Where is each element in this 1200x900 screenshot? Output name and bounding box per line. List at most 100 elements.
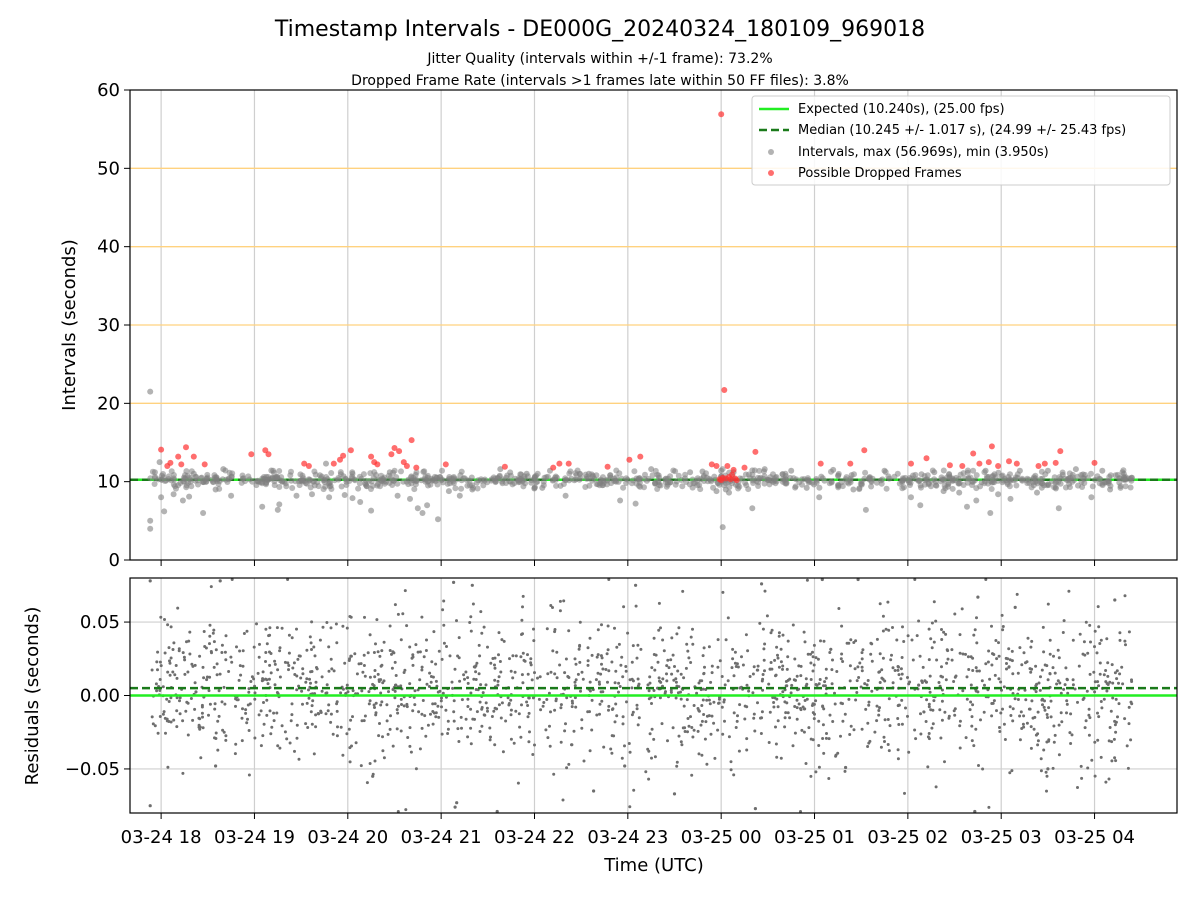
residual-point [1065, 678, 1069, 682]
interval-point [168, 468, 175, 475]
residual-point [414, 643, 418, 647]
residual-point [214, 648, 218, 652]
residual-point [1042, 650, 1046, 654]
interval-point [283, 483, 290, 490]
dropped-frame-point [501, 463, 508, 470]
residual-point [610, 751, 614, 755]
residual-point [1002, 722, 1006, 726]
residual-point [950, 648, 954, 652]
residual-point [686, 649, 690, 653]
residual-point [1081, 652, 1085, 656]
residual-point [167, 646, 171, 650]
residual-point [156, 731, 160, 735]
interval-point [616, 470, 623, 477]
residual-point [774, 742, 778, 746]
residual-point [855, 679, 859, 683]
residual-point [828, 713, 832, 717]
residual-point [317, 712, 321, 716]
residual-point [423, 714, 427, 718]
residual-point [239, 673, 243, 677]
residual-point [920, 681, 924, 684]
residual-point [428, 671, 432, 675]
residual-point [553, 672, 557, 676]
residual-point [666, 658, 670, 662]
residual-point [580, 718, 584, 722]
residual-point [275, 691, 279, 694]
residual-point [900, 672, 904, 676]
residual-point [930, 621, 934, 625]
residual-point [1005, 667, 1008, 671]
residual-point [632, 788, 636, 792]
residual-point [551, 606, 554, 609]
residual-point [1040, 668, 1044, 672]
residual-point [1102, 697, 1106, 701]
residual-point [509, 713, 513, 717]
residual-point [650, 702, 653, 705]
residual-point [716, 728, 720, 732]
residual-point [329, 626, 333, 630]
interval-point [1099, 467, 1106, 474]
dropped-frame-point [721, 387, 728, 393]
residual-point [1118, 631, 1122, 635]
residual-point [377, 678, 381, 682]
residual-point [205, 675, 209, 679]
interval-point [156, 459, 163, 466]
interval-point [941, 482, 948, 489]
residual-point [520, 673, 524, 677]
residual-point [266, 682, 270, 686]
residual-point [1039, 769, 1043, 773]
interval-point [719, 524, 726, 531]
residual-point [733, 650, 737, 654]
residual-point [498, 660, 502, 663]
residual-point [907, 750, 911, 754]
residual-point [481, 691, 485, 695]
residual-point [650, 666, 654, 670]
residual-point [720, 675, 724, 678]
residual-point [278, 646, 282, 650]
residual-point [245, 629, 249, 633]
residual-point [377, 734, 381, 738]
interval-point [655, 479, 662, 486]
interval-point [531, 476, 538, 483]
interval-point [408, 473, 415, 480]
interval-point [747, 475, 753, 482]
residual-point [293, 673, 297, 676]
residual-point [165, 697, 169, 701]
residual-point [240, 716, 244, 720]
residual-point [774, 725, 777, 729]
residual-point [1045, 664, 1049, 668]
residual-point [572, 729, 576, 733]
residual-point [613, 681, 617, 685]
interval-point [170, 491, 177, 498]
residual-point [708, 702, 712, 706]
residual-point [665, 672, 668, 676]
residual-point [375, 618, 379, 622]
residual-point [925, 698, 929, 702]
interval-point [458, 485, 465, 492]
residual-point [1117, 702, 1121, 706]
residual-point [669, 690, 673, 694]
residual-point [400, 703, 403, 706]
residual-point [1047, 738, 1051, 742]
residual-point [964, 652, 967, 656]
residual-point [723, 719, 726, 723]
residual-point [372, 703, 376, 707]
residual-point [762, 658, 766, 662]
residual-point [1130, 678, 1133, 682]
interval-point [682, 471, 689, 478]
residual-point [861, 648, 865, 652]
interval-point [341, 492, 348, 498]
residual-point [938, 708, 942, 712]
residual-point [1106, 661, 1110, 665]
interval-point [356, 480, 363, 487]
dropped-frame-point [330, 460, 337, 467]
residual-point [752, 712, 756, 716]
residual-point [177, 649, 181, 653]
interval-point [288, 477, 295, 484]
residual-point [518, 725, 522, 729]
residual-point [991, 652, 994, 656]
residual-point [815, 683, 819, 687]
residual-point [479, 683, 483, 687]
residual-point [979, 718, 982, 722]
residual-point [686, 730, 689, 734]
